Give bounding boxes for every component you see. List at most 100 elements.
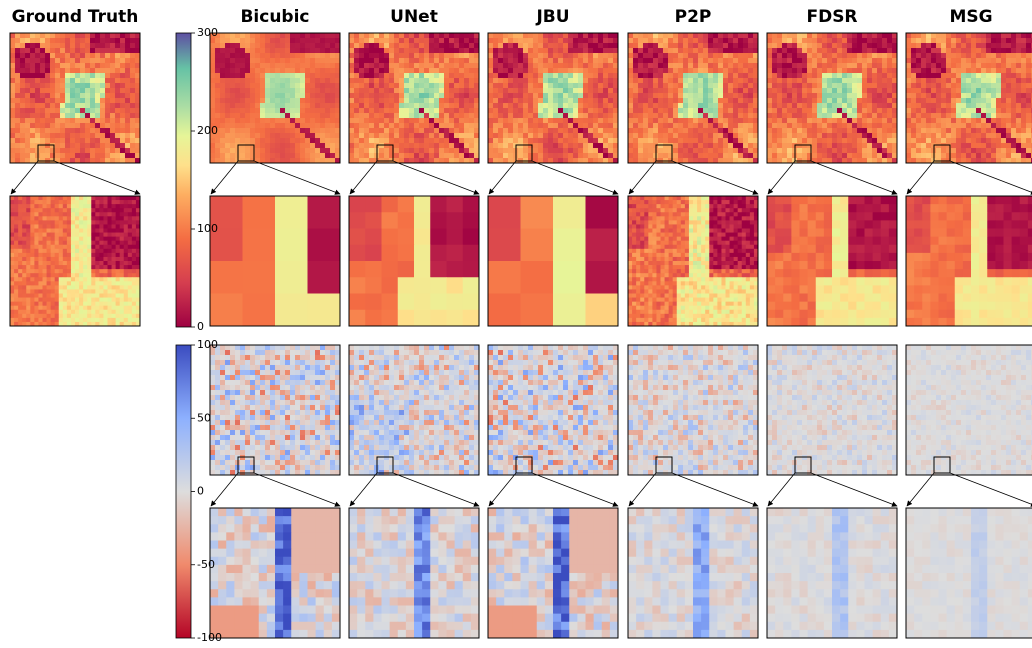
pixel	[469, 128, 475, 134]
pixel	[65, 78, 71, 84]
pixel	[275, 405, 281, 411]
pixel	[394, 108, 400, 114]
pixel	[50, 228, 56, 233]
pixel	[424, 63, 430, 69]
pixel	[20, 73, 26, 79]
pixel	[354, 103, 360, 109]
pixel	[389, 68, 395, 74]
pixel	[434, 470, 440, 476]
pixel	[40, 43, 46, 49]
pixel	[379, 365, 385, 371]
pixel	[283, 573, 292, 582]
pixel	[300, 395, 306, 401]
pixel	[91, 281, 96, 286]
pixel	[404, 93, 410, 99]
pixel	[220, 128, 226, 134]
pixel	[123, 256, 129, 262]
pixel	[399, 390, 405, 396]
pixel	[50, 153, 56, 159]
pixel	[34, 244, 39, 250]
pixel	[87, 244, 92, 250]
pixel	[354, 63, 360, 69]
pixel	[389, 445, 395, 451]
pixel	[40, 93, 46, 99]
pixel	[446, 524, 456, 533]
pixel	[280, 148, 286, 154]
pixel	[335, 138, 341, 144]
pixel	[470, 589, 480, 598]
pixel	[215, 470, 221, 476]
pixel	[354, 118, 360, 124]
pixel	[454, 33, 460, 39]
pixel	[389, 138, 395, 144]
pixel	[469, 465, 475, 471]
pixel	[135, 248, 141, 254]
pixel	[234, 589, 243, 598]
pixel	[245, 405, 251, 411]
pixel	[131, 228, 137, 233]
pixel	[15, 158, 21, 164]
pixel	[399, 158, 405, 164]
pixel	[474, 400, 480, 406]
pixel	[25, 83, 31, 89]
pixel	[46, 244, 52, 250]
pixel	[95, 123, 101, 129]
pixel	[18, 240, 23, 246]
pixel	[220, 98, 226, 104]
pixel	[50, 297, 56, 303]
pixel	[434, 138, 440, 144]
pixel	[245, 113, 251, 119]
pixel	[444, 88, 450, 94]
pixel	[320, 33, 326, 39]
pixel	[14, 212, 19, 217]
pixel	[54, 261, 60, 266]
pixel	[449, 430, 455, 436]
pixel	[110, 73, 116, 79]
pixel	[315, 103, 321, 109]
pixel	[459, 365, 465, 371]
pixel	[305, 43, 311, 49]
pixel	[255, 395, 261, 401]
pixel	[290, 430, 296, 436]
pixel	[230, 385, 236, 391]
pixel	[103, 297, 108, 303]
pixel	[100, 148, 106, 154]
pixel	[255, 38, 261, 44]
pixel	[462, 309, 480, 327]
pixel	[397, 293, 415, 311]
pixel	[95, 93, 101, 99]
pixel	[54, 273, 60, 278]
pixel	[91, 216, 96, 221]
pixel	[91, 212, 96, 217]
pixel	[369, 78, 375, 84]
pixel	[55, 93, 61, 99]
pixel	[444, 465, 450, 471]
pixel	[210, 556, 219, 566]
pixel	[265, 435, 271, 441]
pixel	[70, 285, 76, 290]
pixel	[99, 269, 104, 274]
pixel	[300, 138, 306, 144]
pixel	[381, 244, 399, 262]
pixel	[38, 240, 43, 246]
pixel	[438, 605, 447, 615]
pixel	[22, 252, 27, 258]
pixel	[34, 269, 39, 274]
pixel	[240, 385, 246, 391]
pixel	[470, 540, 480, 550]
pixel	[474, 138, 480, 144]
pixel	[83, 301, 88, 307]
pixel	[399, 103, 405, 109]
pixel	[245, 148, 251, 154]
pixel	[330, 53, 336, 59]
pixel	[369, 108, 375, 114]
pixel	[409, 53, 415, 59]
pixel	[320, 43, 326, 49]
pixel	[14, 265, 19, 270]
pixel	[79, 216, 84, 221]
pixel	[430, 605, 439, 615]
pixel	[446, 508, 456, 517]
pixel	[125, 43, 131, 49]
pixel	[54, 200, 60, 205]
pixel	[291, 564, 300, 574]
